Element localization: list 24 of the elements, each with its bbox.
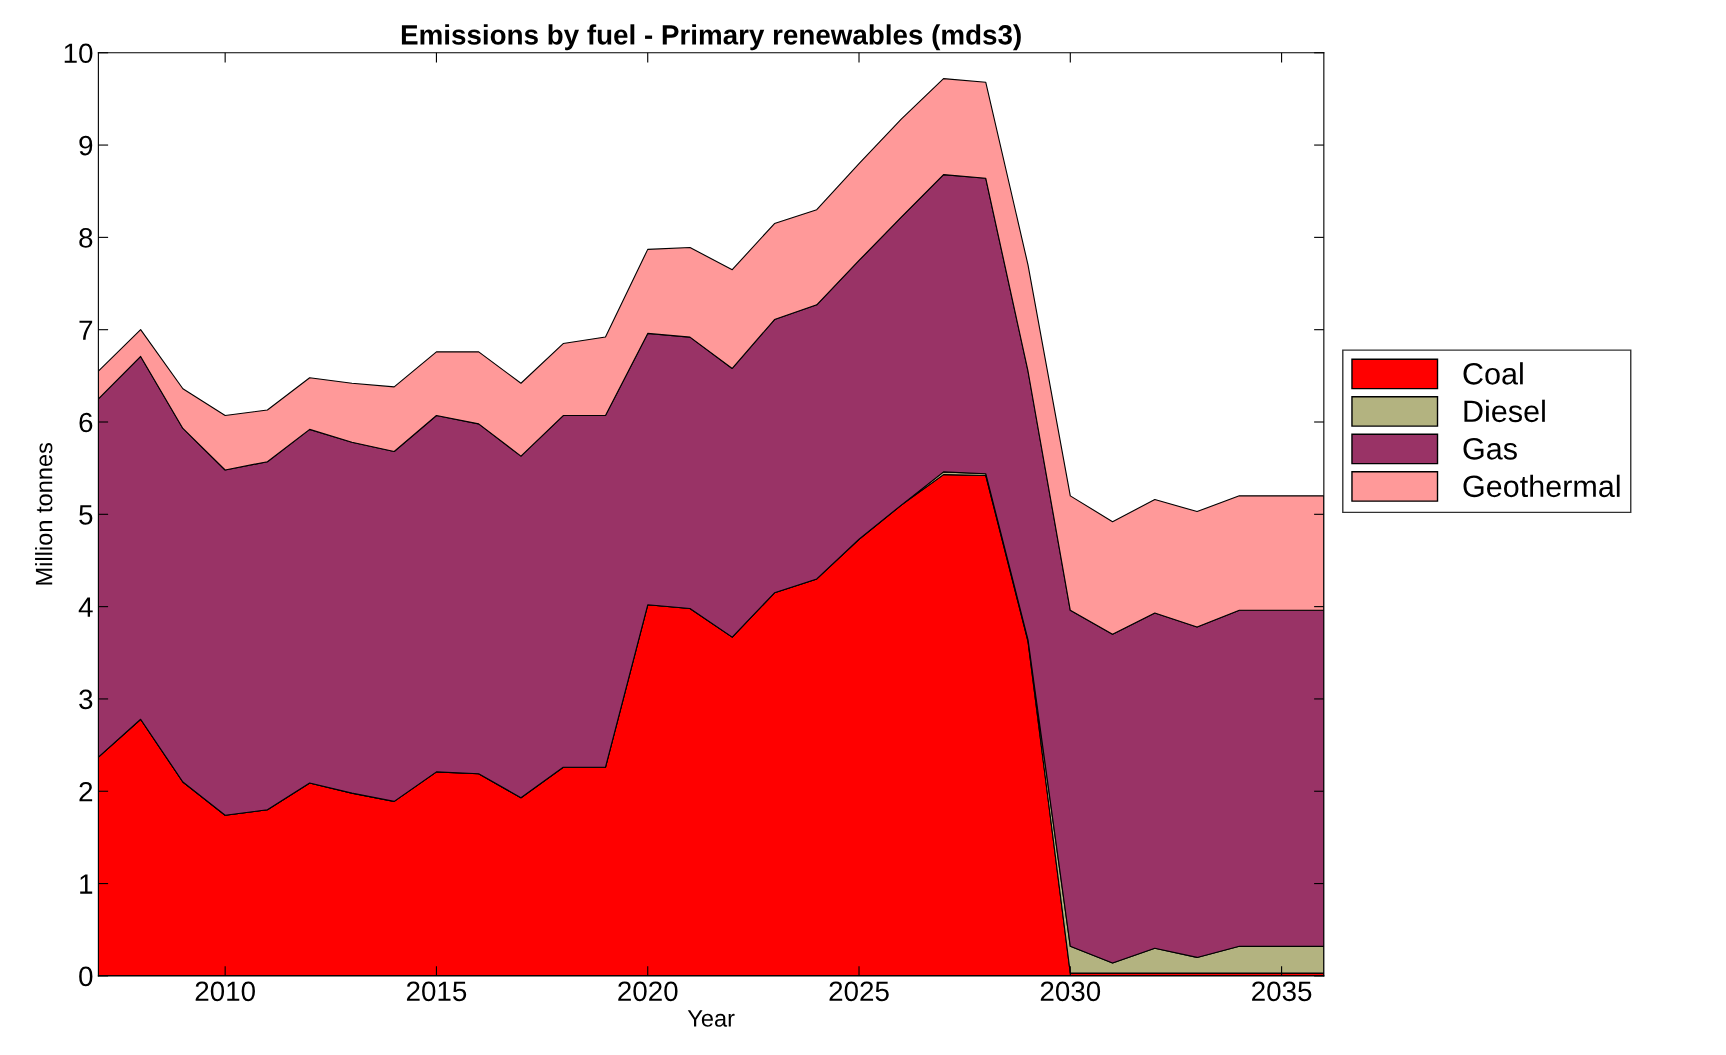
y-axis-title: Million tonnes <box>35 442 53 585</box>
x-axis-title: Year <box>687 1010 735 1027</box>
y-tick-label: 6 <box>79 412 93 433</box>
x-tick-label: 2025 <box>829 981 889 1002</box>
y-tick-label: 5 <box>79 505 93 525</box>
legend-label: Coal <box>1463 362 1523 385</box>
x-tick-label: 2015 <box>406 981 467 1002</box>
y-tick-label: 2 <box>79 781 93 802</box>
y-tick-label: 10 <box>64 43 93 64</box>
legend-label: Diesel <box>1464 399 1545 423</box>
y-tick-label: 7 <box>79 320 93 340</box>
x-tick-label: 2020 <box>618 981 678 1002</box>
legend-label: Geothermal <box>1463 474 1620 498</box>
legend-label: Gas <box>1463 438 1517 460</box>
x-tick-label: 2035 <box>1252 981 1312 1002</box>
chart-title: Emissions by fuel - Primary renewables (mds3) <box>401 24 1021 51</box>
y-tick-label: 8 <box>79 228 93 248</box>
x-tick-label: 2010 <box>195 981 255 1002</box>
y-tick-label: 0 <box>79 966 93 987</box>
x-tick-label: 2030 <box>1040 981 1101 1002</box>
y-tick-label: 3 <box>79 689 93 710</box>
y-tick-label: 4 <box>78 597 93 617</box>
y-tick-label: 1 <box>80 874 93 894</box>
y-tick-label: 9 <box>79 135 93 156</box>
